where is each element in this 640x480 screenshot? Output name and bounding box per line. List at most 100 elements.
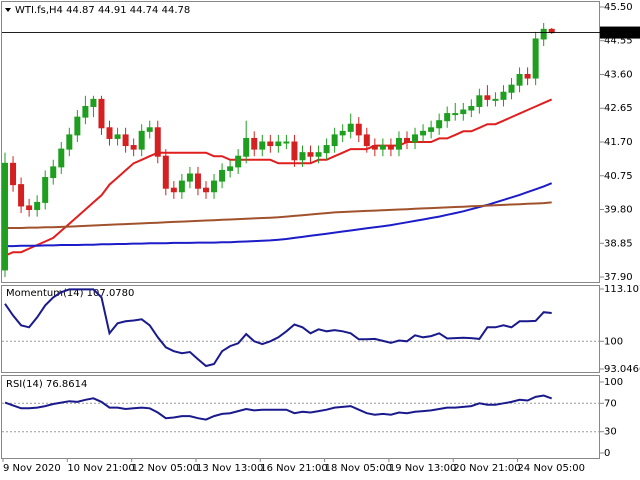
indicator-line <box>4 288 552 368</box>
candle-body <box>122 134 129 147</box>
candle-body <box>347 123 354 132</box>
y-tick-label: 100 <box>604 336 623 347</box>
candle-body <box>227 166 234 171</box>
candle-body <box>379 145 386 150</box>
candle-body <box>420 130 427 136</box>
y-tick-label: 39.80 <box>604 205 633 216</box>
candle-body <box>452 113 459 116</box>
y-tick-label: 100 <box>604 377 623 388</box>
candle-body <box>307 152 314 157</box>
candle-body <box>66 134 73 150</box>
momentum-panel <box>1 285 600 373</box>
y-tick-label: 113.1076 <box>604 284 640 295</box>
candle-body <box>387 145 394 150</box>
candle-body <box>484 95 491 100</box>
y-tick-label: 30 <box>604 427 617 438</box>
candle-body <box>162 155 169 189</box>
candle-body <box>444 113 451 122</box>
candle-body <box>323 145 330 154</box>
indicator-line <box>4 394 553 421</box>
candle-body <box>203 187 209 193</box>
moving-average <box>5 201 552 229</box>
candle-body <box>395 137 402 150</box>
candle-body <box>170 187 177 193</box>
candle-body <box>404 137 410 143</box>
candle-body <box>114 134 121 139</box>
candle-body <box>74 116 81 136</box>
candle-body <box>524 73 531 79</box>
y-tick-label: 41.70 <box>604 137 633 148</box>
chart-title: WTI.fs,H4 44.87 44.91 44.74 44.78 <box>15 5 190 16</box>
candle-body <box>130 145 137 150</box>
candle-body <box>339 130 346 136</box>
candle-body <box>10 162 17 186</box>
candle-body <box>235 155 242 168</box>
candle-body <box>42 177 49 203</box>
candle-body <box>186 173 193 182</box>
candle-body <box>299 152 306 161</box>
candle-body <box>436 120 443 129</box>
close-value: 44.78 <box>162 5 191 16</box>
candle-body <box>355 123 362 136</box>
candle-body <box>540 28 547 40</box>
candle-body <box>2 162 8 271</box>
candle-body <box>178 180 185 193</box>
candle-body <box>468 105 475 111</box>
x-tick-label: 16 Nov 21:00 <box>260 463 327 474</box>
candle-body <box>259 141 266 150</box>
y-tick-label: 0 <box>604 448 610 459</box>
candle-body <box>34 201 41 211</box>
y-tick-label: 45.50 <box>604 2 633 13</box>
y-tick-label: 40.75 <box>604 171 633 182</box>
candle-body <box>58 148 65 168</box>
moving-average <box>4 98 553 257</box>
x-tick-label: 24 Nov 05:00 <box>518 463 585 474</box>
candle-body <box>508 84 515 93</box>
candle-body <box>363 134 370 147</box>
symbol: WTI.fs,H4 <box>15 5 63 16</box>
candle-body <box>18 184 25 207</box>
y-tick-label: 42.65 <box>604 103 633 114</box>
candle-body <box>106 127 113 139</box>
candle-body <box>154 127 161 157</box>
y-tick-label: 38.85 <box>604 238 633 249</box>
low-value: 44.74 <box>130 5 159 16</box>
momentum-title: Momentum(14) 107.0780 <box>6 288 134 299</box>
candle-body <box>194 173 201 189</box>
candle-body <box>138 130 145 150</box>
candle-body <box>90 98 97 107</box>
candle-body <box>371 145 378 150</box>
collapse-icon <box>5 8 11 12</box>
price-tag-label: 44.78 <box>604 28 633 39</box>
open-value: 44.87 <box>66 5 95 16</box>
candle-body <box>251 137 258 150</box>
high-value: 44.91 <box>98 5 127 16</box>
rsi-panel <box>1 375 600 459</box>
y-tick-label: 43.60 <box>604 69 633 80</box>
y-tick-label: 70 <box>604 398 617 409</box>
candle-body <box>500 91 507 100</box>
candle-body <box>476 95 483 107</box>
candle-body <box>331 134 338 147</box>
candle-body <box>50 166 57 179</box>
price-tag <box>600 26 640 39</box>
x-tick-label: 10 Nov 21:00 <box>67 463 134 474</box>
x-tick-label: 19 Nov 13:00 <box>389 463 456 474</box>
candle-body <box>26 205 33 211</box>
rsi-title: RSI(14) 76.8614 <box>6 379 87 390</box>
candle-body <box>532 38 539 79</box>
candle-body <box>291 141 298 161</box>
candle-body <box>460 109 467 115</box>
candle-body <box>82 105 89 118</box>
candle-body <box>211 180 218 193</box>
main-panel <box>1 1 600 283</box>
x-tick-label: 13 Nov 13:00 <box>196 463 263 474</box>
candle-body <box>283 141 290 144</box>
x-tick-label: 20 Nov 21:00 <box>453 463 520 474</box>
candle-body <box>146 127 153 132</box>
candle-body <box>412 134 419 143</box>
candle-body <box>516 73 523 86</box>
candle-body <box>98 98 105 129</box>
